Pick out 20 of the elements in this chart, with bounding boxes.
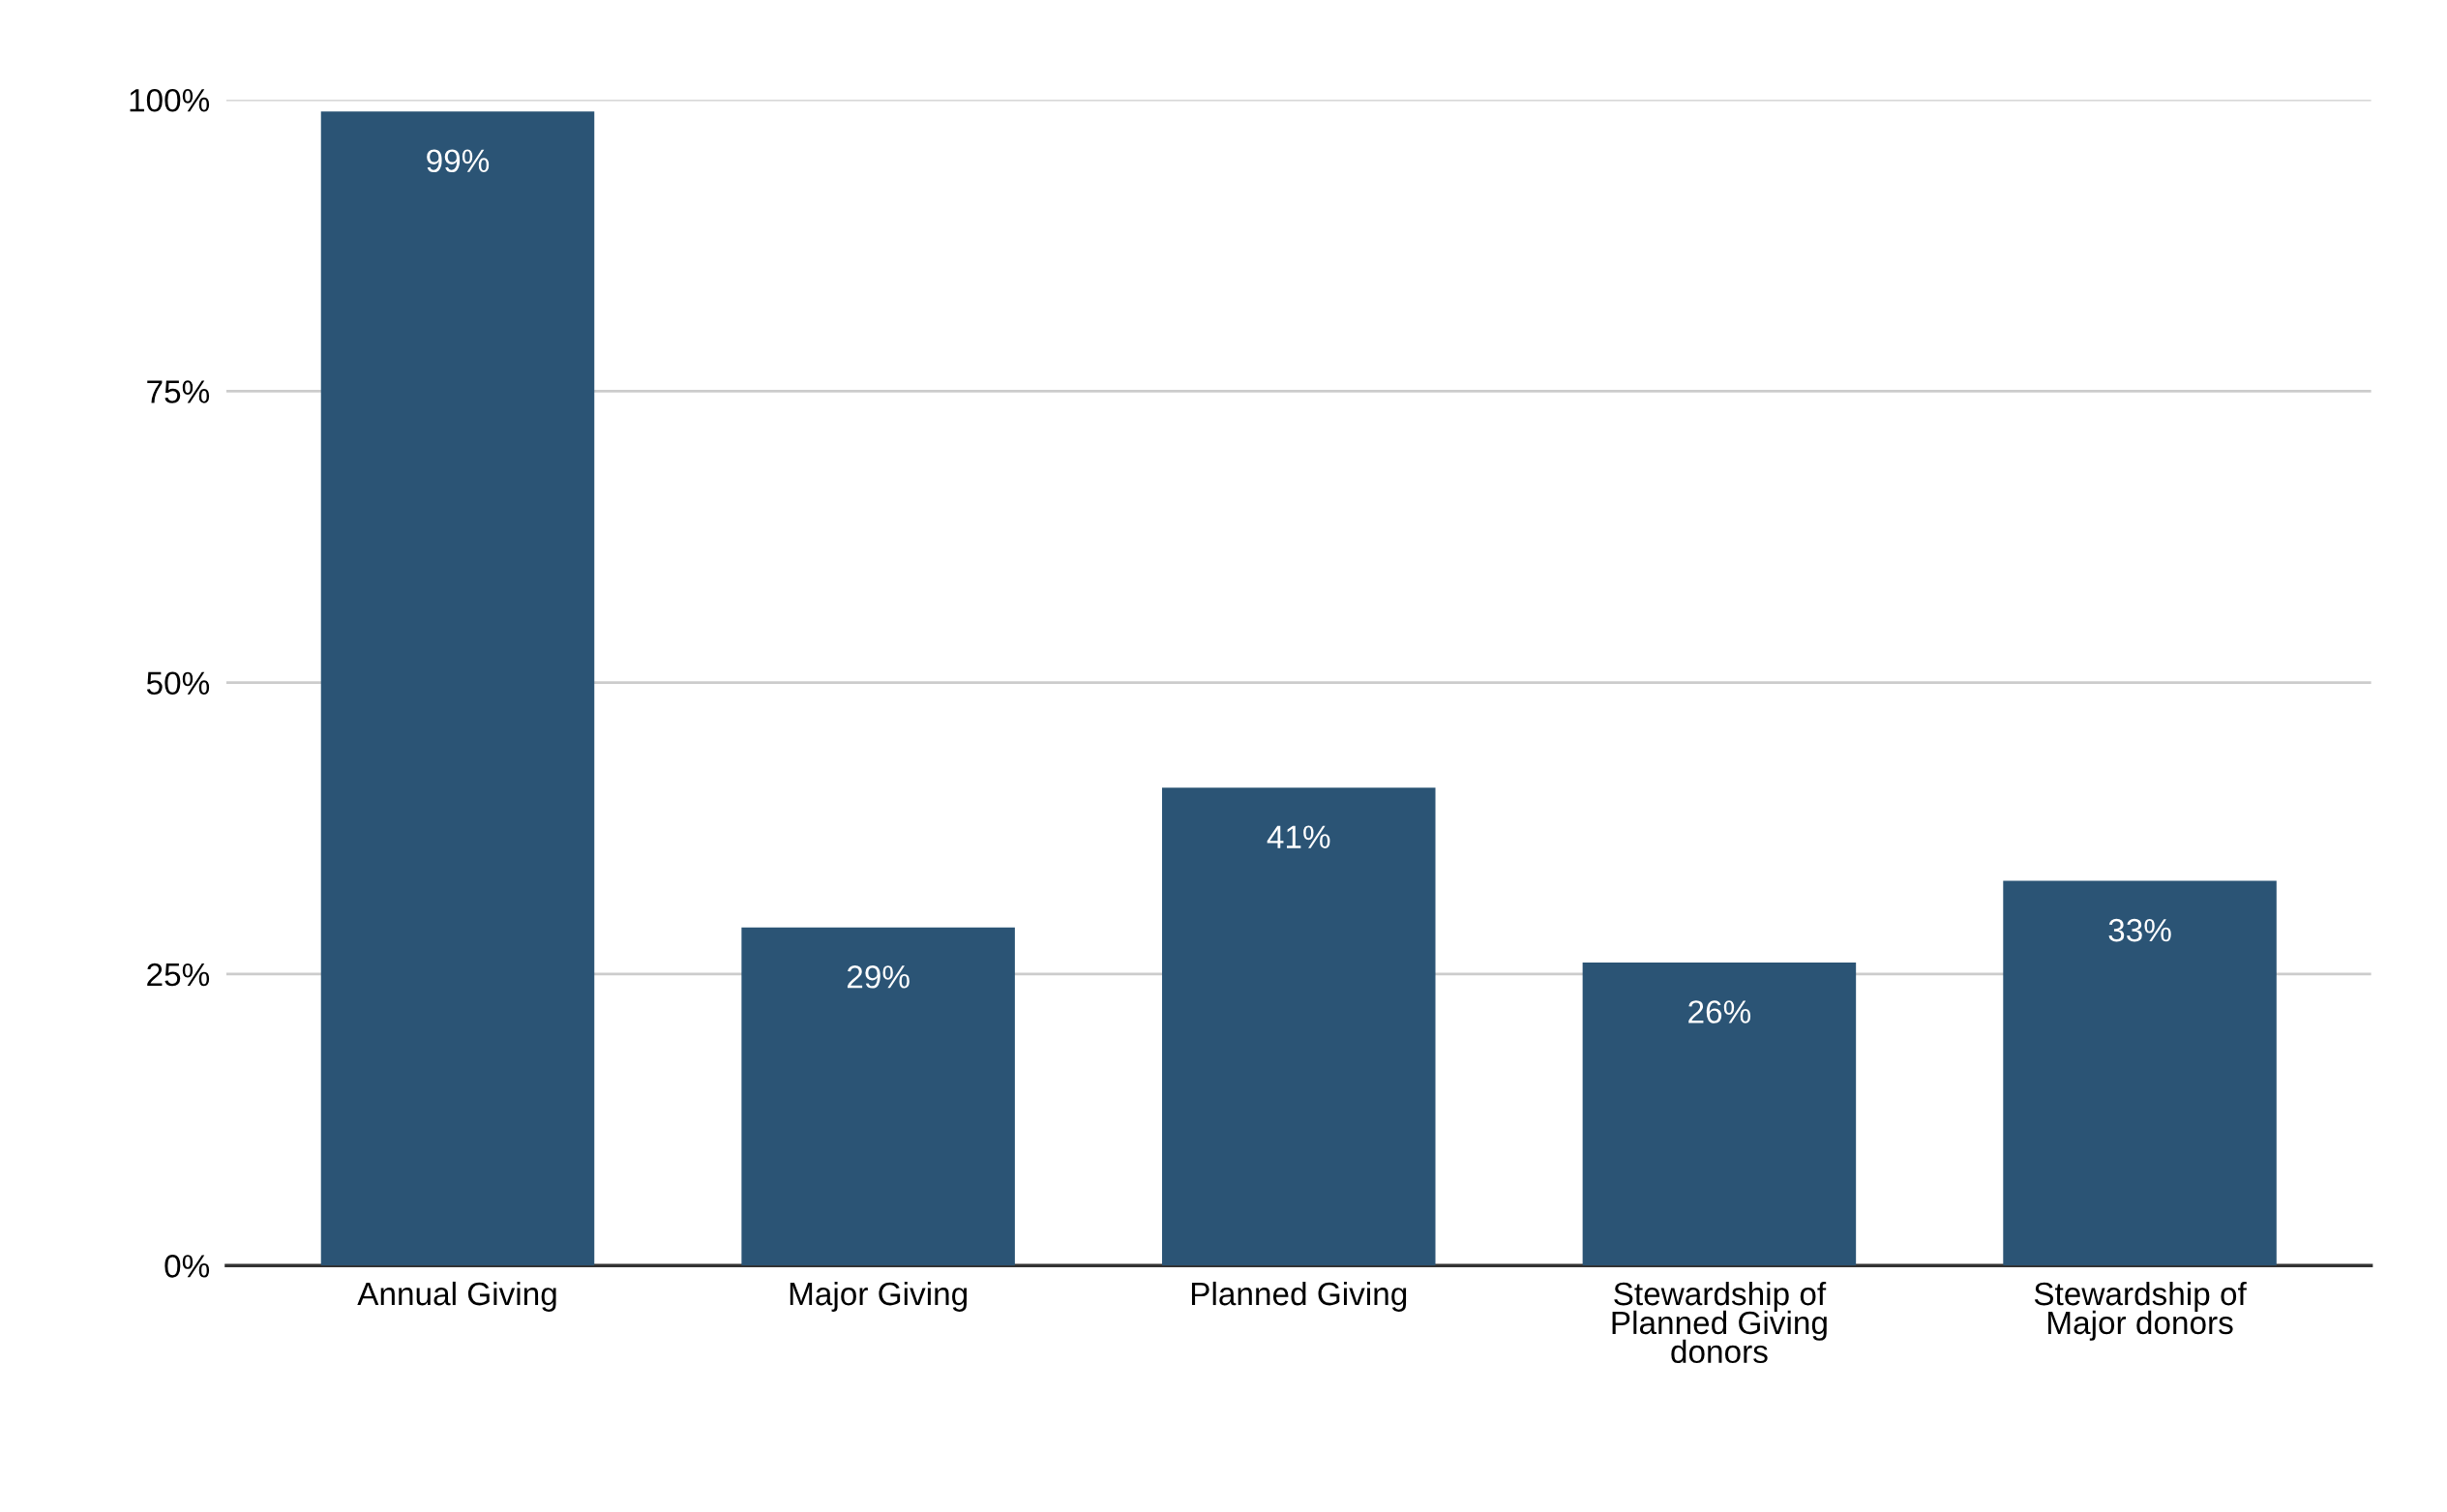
x-tick-label: Annual Giving [357,1281,556,1312]
bar [2003,880,2277,1266]
data-label: 41% [1267,825,1330,848]
bar [320,111,595,1266]
x-tick-label: Stewardship of Planned Giving donors [1612,1281,1827,1364]
bar [1582,962,1857,1266]
bar [741,927,1015,1266]
data-label: 29% [847,965,910,989]
y-tick-label: 75% [147,380,210,403]
x-tick-label: Stewardship of Major donors [2034,1281,2247,1341]
x-tick-label: Major Giving [790,1281,968,1312]
x-tick-label: Planned Giving [1191,1281,1407,1312]
bar [1162,787,1436,1266]
data-label: 33% [2108,918,2171,942]
y-tick-label: 25% [147,963,210,987]
data-label: 99% [427,149,490,173]
data-label: 26% [1688,1000,1751,1023]
y-tick-label: 0% [164,1255,210,1278]
y-tick-label: 100% [130,88,210,112]
y-tick-label: 50% [146,671,210,696]
